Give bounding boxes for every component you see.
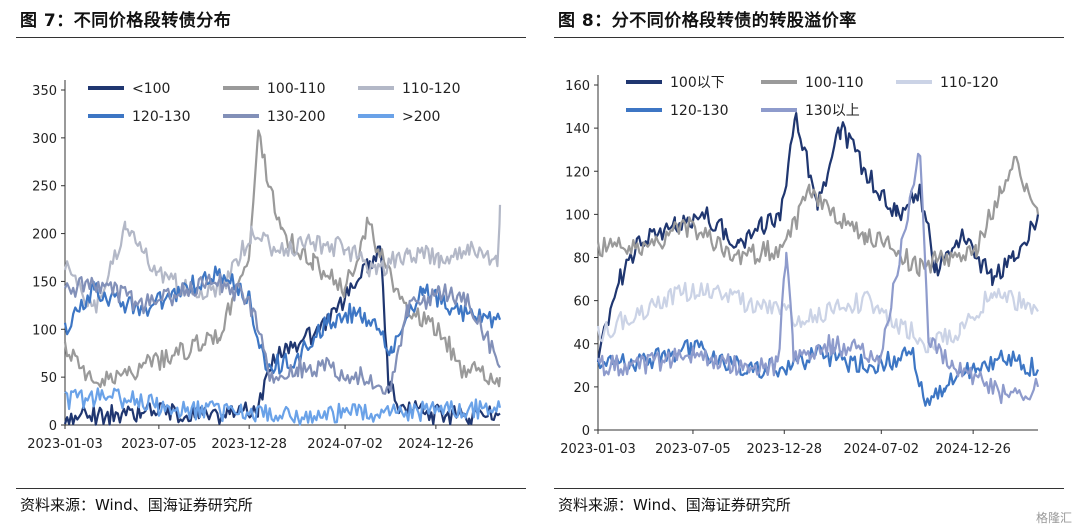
title-rule (16, 37, 526, 38)
y-tick-label: 200 (32, 228, 57, 243)
series-line (63, 129, 502, 388)
legend-label: 120-130 (670, 103, 729, 119)
figure-8-panel: 图 8：分不同价格段转债的转股溢价率 0 20 40 60 80 100 120 140 160… (548, 0, 1068, 530)
series-line (597, 152, 1040, 405)
y-tick-label: 150 (32, 275, 57, 290)
legend-label: 110-120 (402, 81, 461, 97)
series-line (63, 273, 501, 395)
y-tick-label: 350 (32, 84, 57, 99)
figure-8-source: 资料来源：Wind、国海证券研究所 (558, 496, 791, 514)
y-tick-label: 100 (32, 323, 57, 338)
y-tick-label: 40 (573, 338, 590, 353)
y-tick-label: 140 (565, 122, 590, 137)
x-tick-label: 2024-07-02 (307, 437, 383, 452)
legend-label: 110-120 (940, 75, 999, 91)
y-tick-label: 60 (573, 295, 590, 310)
x-tick-label: 2024-12-26 (935, 442, 1011, 457)
x-tick-label: 2024-12-26 (398, 437, 474, 452)
x-tick-label: 2023-07-05 (655, 442, 731, 457)
x-tick-label: 2023-07-05 (121, 437, 197, 452)
watermark-text: 格隆汇 (1035, 511, 1072, 525)
series-line (63, 265, 502, 375)
y-tick-label: 0 (49, 419, 57, 434)
legend-label: 130以上 (805, 103, 860, 119)
legend-label: <100 (132, 81, 170, 97)
figure-7-title: 图 7：不同价格段转债分布 (20, 11, 232, 31)
legend-label: 100-110 (267, 81, 326, 97)
y-tick-label: 100 (565, 208, 590, 223)
y-tick-label: 250 (32, 180, 57, 195)
x-tick-label: 2024-07-02 (844, 442, 920, 457)
source-rule (16, 488, 526, 489)
series-line (596, 155, 1040, 277)
series-line (596, 281, 1039, 354)
y-tick-label: 80 (573, 252, 590, 267)
y-tick-label: 300 (32, 132, 57, 147)
y-tick-label: 20 (573, 381, 590, 396)
series-line (596, 112, 1040, 363)
y-tick-label: 120 (565, 165, 590, 180)
figure-8-title: 图 8：分不同价格段转债的转股溢价率 (558, 11, 857, 31)
y-tick-label: 0 (582, 424, 590, 439)
legend-label: >200 (402, 109, 440, 125)
x-tick-label: 2023-01-03 (27, 437, 103, 452)
series-line (63, 204, 502, 314)
x-tick-label: 2023-12-28 (746, 442, 822, 457)
figure-7-source: 资料来源：Wind、国海证券研究所 (20, 496, 253, 514)
series-line (63, 245, 501, 426)
x-tick-label: 2023-01-03 (560, 442, 636, 457)
y-tick-label: 50 (40, 371, 57, 386)
legend-label: 120-130 (132, 109, 191, 125)
legend-label: 130-200 (267, 109, 326, 125)
legend-label: 100以下 (670, 75, 725, 91)
title-rule (554, 37, 1064, 38)
chart-7: 0 50 100 150 200 250 300 350 2023-01-03 2023-07-0… (27, 80, 502, 452)
x-tick-label: 2023-12-28 (211, 437, 287, 452)
series-line (64, 387, 502, 426)
y-tick-label: 160 (565, 79, 590, 94)
figure-7-panel: 图 7：不同价格段转债分布 0 50 100 150 200 250 300 350 2023-… (10, 0, 530, 530)
legend-label: 100-110 (805, 75, 864, 91)
source-rule (554, 488, 1064, 489)
chart-8: 0 20 40 60 80 100 120 140 160 2023-01-03 2023-07-0… (560, 75, 1040, 457)
